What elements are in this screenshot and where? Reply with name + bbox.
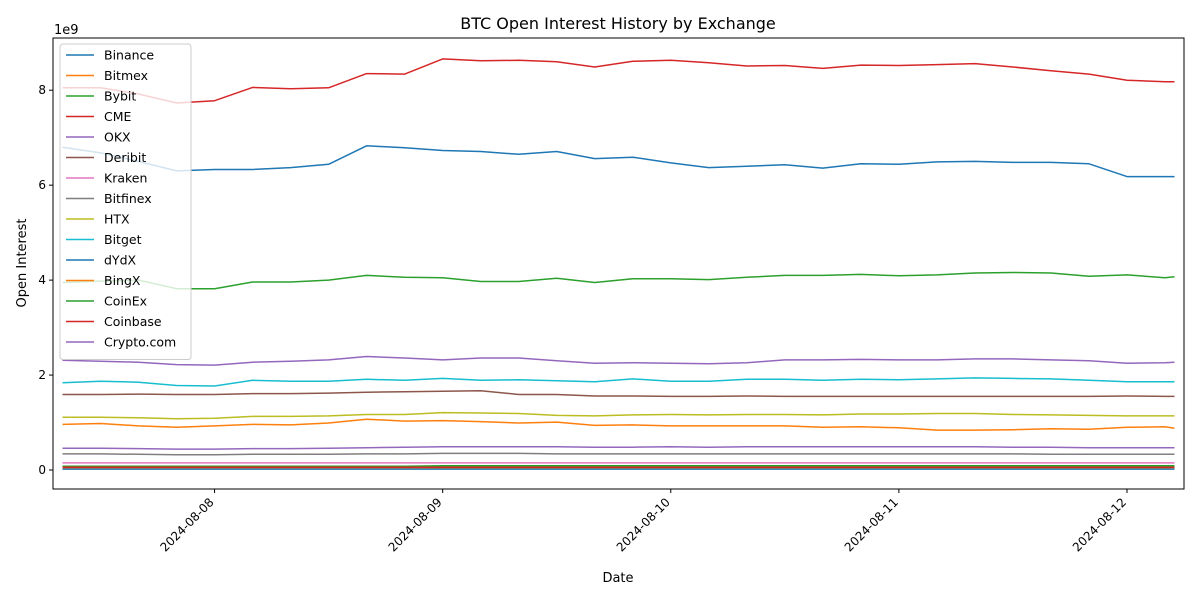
y-tick-label: 6 [38, 178, 46, 192]
series-line-cme [62, 58, 1175, 104]
legend-label-bybit: Bybit [104, 89, 136, 104]
series-line-binance [62, 145, 1175, 178]
legend-label-cme: CME [104, 109, 132, 124]
y-axis-label: Open Interest [15, 219, 30, 308]
legend-label-bitget: Bitget [104, 232, 142, 247]
legend-label-binance: Binance [104, 48, 154, 63]
legend-label-crypto-com: Crypto.com [104, 335, 176, 350]
series-line-bingx [62, 418, 1175, 431]
series-line-htx [62, 411, 1175, 420]
chart-title: BTC Open Interest History by Exchange [460, 14, 776, 33]
legend-label-bitfinex: Bitfinex [104, 191, 152, 206]
series-line-bitget [62, 377, 1175, 387]
y-tick-label: 8 [38, 83, 46, 97]
series-line-bitfinex [62, 452, 1175, 456]
series-line-deribit [62, 389, 1175, 398]
plot-frame [52, 37, 1185, 490]
legend-label-coinex: CoinEx [104, 294, 147, 309]
legend-label-kraken: Kraken [104, 171, 147, 186]
series-line-crypto-com [62, 355, 1175, 366]
legend-label-dydx: dYdX [104, 253, 137, 268]
y-tick-label: 4 [38, 273, 46, 287]
x-axis-label: Date [602, 571, 633, 586]
legend-label-coinbase: Coinbase [104, 314, 162, 329]
series-line-okx [62, 445, 1175, 450]
legend-label-bitmex: Bitmex [104, 68, 148, 83]
series-line-coinex [62, 464, 1175, 467]
legend-label-bingx: BingX [104, 273, 141, 288]
y-axis: 0 2 4 6 8 [38, 83, 53, 477]
series-layer [62, 58, 1175, 470]
legend: Binance Bitmex Bybit CME OKX Deribit Kraken Bit… [59, 43, 192, 360]
y-tick-label: 0 [38, 463, 46, 477]
legend-label-htx: HTX [104, 212, 130, 227]
y-offset-label: 1e9 [54, 23, 79, 38]
series-line-bybit [62, 271, 1175, 290]
legend-label-okx: OKX [104, 130, 131, 145]
legend-label-deribit: Deribit [104, 150, 146, 165]
y-tick-label: 2 [38, 368, 46, 382]
